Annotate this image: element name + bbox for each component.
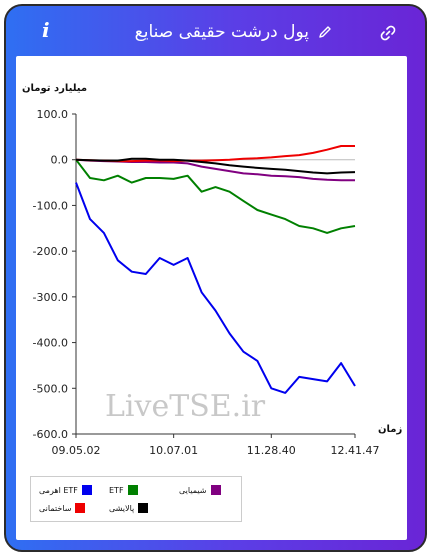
y-tick-label: -300.0 [33, 291, 68, 304]
link-icon[interactable] [379, 24, 397, 42]
legend-swatch [75, 503, 86, 513]
y-tick-label: -400.0 [33, 337, 68, 350]
watermark: LiveTSE.ir [105, 389, 266, 424]
widget-title: پول درشت حقیقی صنایع [134, 22, 309, 42]
series-line-4 [75, 157, 356, 175]
chart-legend: ETF اهرمی ETF شیمیایی ساختمانی پالایشی [30, 476, 242, 522]
info-icon[interactable]: i [42, 18, 50, 42]
x-tick-label: 10.07.01 [149, 444, 198, 457]
legend-item-leveraged-etf: ETF اهرمی [39, 485, 92, 495]
widget-header: i پول درشت حقیقی صنایع [12, 12, 419, 54]
title-wrap: پول درشت حقیقی صنایع [135, 22, 333, 42]
x-tick-label: 12.41.47 [331, 444, 380, 457]
legend-label: ETF اهرمی [39, 485, 78, 495]
y-axis-label: میلیارد تومان [22, 83, 88, 94]
legend-label: ETF [109, 485, 124, 495]
legend-label: ساختمانی [39, 503, 72, 513]
series-line-1 [75, 159, 356, 234]
legend-label: شیمیایی [179, 485, 207, 495]
y-tick-label: -500.0 [33, 382, 68, 395]
y-tick-label: 100.0 [37, 108, 69, 121]
legend-swatch [138, 503, 149, 513]
legend-swatch [81, 485, 92, 495]
legend-swatch [127, 485, 138, 495]
y-tick-label: -200.0 [33, 245, 68, 258]
y-tick-label: 0.0 [51, 154, 69, 167]
series-line-3 [75, 145, 355, 163]
legend-item-etf: ETF [109, 485, 138, 495]
legend-item-construction: ساختمانی [39, 503, 86, 513]
legend-label: پالایشی [109, 503, 135, 513]
legend-swatch [210, 485, 221, 495]
y-tick-label: -600.0 [33, 428, 68, 441]
legend-item-refinery: پالایشی [109, 503, 149, 513]
x-tick-label: 09.05.02 [52, 444, 101, 457]
x-tick-label: 11.28.40 [247, 444, 296, 457]
chart-panel [16, 56, 407, 540]
series-line-0 [75, 182, 356, 394]
legend-item-chemical: شیمیایی [179, 485, 221, 495]
y-tick-label: -100.0 [33, 199, 68, 212]
x-axis-label: زمان [378, 424, 403, 435]
pencil-icon[interactable] [317, 24, 333, 40]
